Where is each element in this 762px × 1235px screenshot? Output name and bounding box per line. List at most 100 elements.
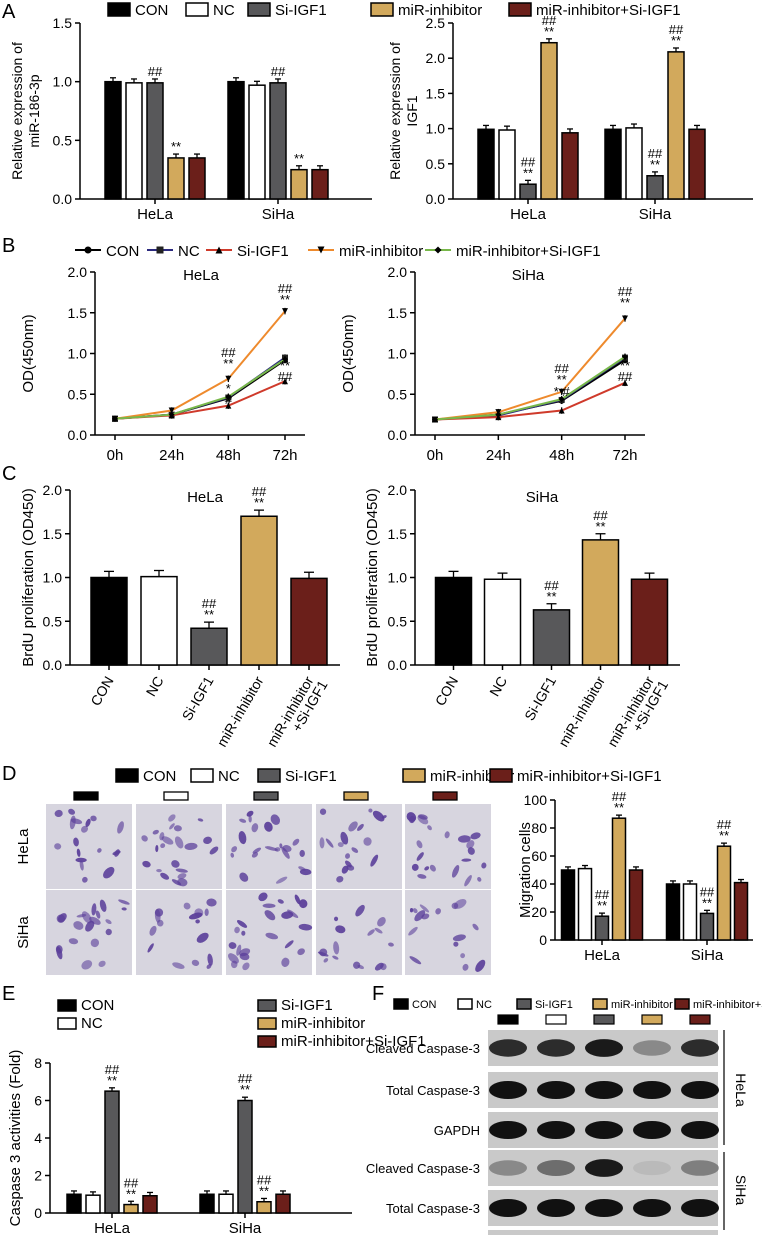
micrograph-cell bbox=[76, 848, 81, 857]
blot-band-0-4 bbox=[681, 1039, 719, 1057]
micrograph-cell bbox=[424, 866, 430, 871]
chart-c2-y-tick-label: 2.0 bbox=[388, 482, 408, 498]
micrograph-cell bbox=[298, 923, 313, 931]
chart-e-bar-1-4 bbox=[275, 1193, 291, 1214]
legend-d-swatch-3 bbox=[402, 768, 426, 783]
micrograph-cell bbox=[409, 956, 422, 965]
blot-band-3-1 bbox=[537, 1160, 575, 1176]
micrograph-cell bbox=[466, 840, 475, 849]
micrograph-cell bbox=[417, 815, 429, 825]
chart-b1-point-2-3 bbox=[282, 378, 288, 385]
micrograph-cell bbox=[462, 963, 469, 971]
chart-b1-x-tick-label: 48h bbox=[216, 447, 241, 464]
micrograph-cell bbox=[370, 854, 379, 867]
chart-b1-x-tick-label: 72h bbox=[272, 447, 297, 464]
chart-b1-point-3-3 bbox=[282, 308, 288, 315]
chart-c2-title: SiHa bbox=[526, 489, 559, 506]
micrograph-cell bbox=[234, 926, 240, 934]
chart-c1-y-tick-label: 0.0 bbox=[43, 657, 63, 673]
legend-a-swatch-3 bbox=[370, 2, 394, 17]
micrograph-cell bbox=[453, 941, 459, 947]
micrograph-cell bbox=[292, 838, 300, 846]
chart-a2-y-tick-label: 2.0 bbox=[426, 50, 446, 66]
micrograph-cell bbox=[228, 953, 239, 964]
chart-b1-point-4-0 bbox=[112, 415, 118, 422]
legend-d-swatch-2 bbox=[257, 768, 281, 783]
micrograph-key-2 bbox=[253, 791, 279, 801]
chart-c2-bar-4 bbox=[630, 578, 669, 666]
micrograph-cell bbox=[203, 836, 212, 845]
micrograph-cell bbox=[477, 877, 482, 882]
micrograph-cell bbox=[414, 910, 426, 922]
legend-d-label-1: NC bbox=[218, 768, 240, 785]
chart-a2-x-tick-label: SiHa bbox=[639, 206, 672, 223]
chart-c2-sig-label: ## bbox=[593, 508, 608, 523]
blot-lane-key-0 bbox=[497, 1014, 519, 1025]
chart-e-y-tick-label: 0 bbox=[34, 1205, 42, 1221]
micrograph-cell bbox=[230, 852, 235, 858]
micrograph-cell bbox=[417, 874, 427, 879]
chart-a1-bar-0-0 bbox=[104, 80, 122, 200]
micrograph-cell bbox=[337, 842, 344, 848]
micrograph-cell bbox=[57, 913, 67, 923]
micrograph-cell bbox=[238, 831, 247, 845]
micrograph-cell bbox=[81, 911, 92, 924]
chart-b1-point-3-2 bbox=[225, 375, 232, 382]
chart-a2-bar-1-2 bbox=[646, 175, 664, 200]
micrograph-cell bbox=[156, 869, 162, 873]
chart-c1-sig-label: ** bbox=[254, 495, 264, 510]
micrograph-cell bbox=[411, 863, 419, 871]
chart-c2-y-tick-label: 1.5 bbox=[388, 526, 408, 542]
chart-d-sig-label: ** bbox=[719, 828, 729, 843]
legend-e-swatch-2 bbox=[257, 999, 277, 1012]
micrograph-cell bbox=[452, 934, 466, 942]
micrograph-cell bbox=[251, 852, 258, 858]
micrograph-cell bbox=[381, 815, 387, 819]
chart-c1-bar-4 bbox=[290, 577, 328, 666]
micrograph-cell bbox=[142, 860, 151, 868]
chart-c2-y-tick-label: 1.0 bbox=[388, 570, 408, 586]
chart-b1-y-tick-label: 0.5 bbox=[68, 386, 88, 402]
chart-a2-sig-label: ** bbox=[650, 157, 660, 172]
chart-d-x-tick-label: HeLa bbox=[584, 947, 621, 964]
chart-a1-sig-label: ** bbox=[171, 139, 181, 154]
legend-f-swatch-2 bbox=[516, 998, 532, 1010]
blot-group-label-siha: SiHa bbox=[733, 1175, 749, 1206]
micrograph-cell bbox=[173, 825, 182, 832]
micrograph-cell bbox=[294, 894, 301, 905]
chart-e-bar-1-2 bbox=[237, 1099, 253, 1214]
micrograph-cell bbox=[117, 821, 124, 834]
micrograph-cell bbox=[265, 932, 279, 940]
blot-band-4-3 bbox=[633, 1199, 671, 1217]
chart-a1-sig-label: ** bbox=[294, 151, 304, 166]
chart-b1-sig-label: * bbox=[226, 381, 231, 396]
chart-b2-point-4-0 bbox=[432, 416, 438, 423]
micrograph-cell bbox=[70, 818, 83, 825]
chart-c2-bar-0 bbox=[434, 576, 473, 666]
micrograph-cell bbox=[264, 846, 278, 851]
micrograph-cell bbox=[168, 814, 176, 822]
micrograph-cell bbox=[155, 844, 159, 853]
chart-d-bar-0-0 bbox=[560, 869, 576, 941]
chart-b1-series-line-1 bbox=[114, 356, 286, 420]
micrograph-cell bbox=[429, 864, 436, 872]
micrograph-cell bbox=[147, 943, 154, 953]
chart-a1-x-tick-label: HeLa bbox=[137, 206, 174, 223]
chart-a2-sig-label: ## bbox=[669, 22, 684, 37]
chart-b2-point-2-3 bbox=[622, 379, 628, 386]
micrograph-cell bbox=[236, 920, 248, 928]
legend-f-swatch-3 bbox=[592, 998, 608, 1010]
micrograph-cell bbox=[252, 847, 262, 854]
chart-d-sig-label: ** bbox=[597, 898, 607, 913]
micrograph-cell bbox=[416, 840, 423, 849]
chart-a1-bar-0-4 bbox=[188, 157, 206, 200]
chart-b2-point-3-2 bbox=[558, 388, 565, 395]
chart-a1-bar-0-2 bbox=[146, 82, 164, 200]
chart-d-ylabel: Migration cells bbox=[517, 822, 534, 918]
micrograph-cell bbox=[141, 835, 148, 842]
micrograph-cell bbox=[332, 955, 339, 960]
micrograph-cell bbox=[85, 818, 91, 827]
chart-d-sig-label: ** bbox=[614, 800, 624, 815]
chart-a2-y-tick-label: 1.0 bbox=[426, 121, 446, 137]
chart-a2-y-tick-label: 0.5 bbox=[426, 156, 446, 172]
